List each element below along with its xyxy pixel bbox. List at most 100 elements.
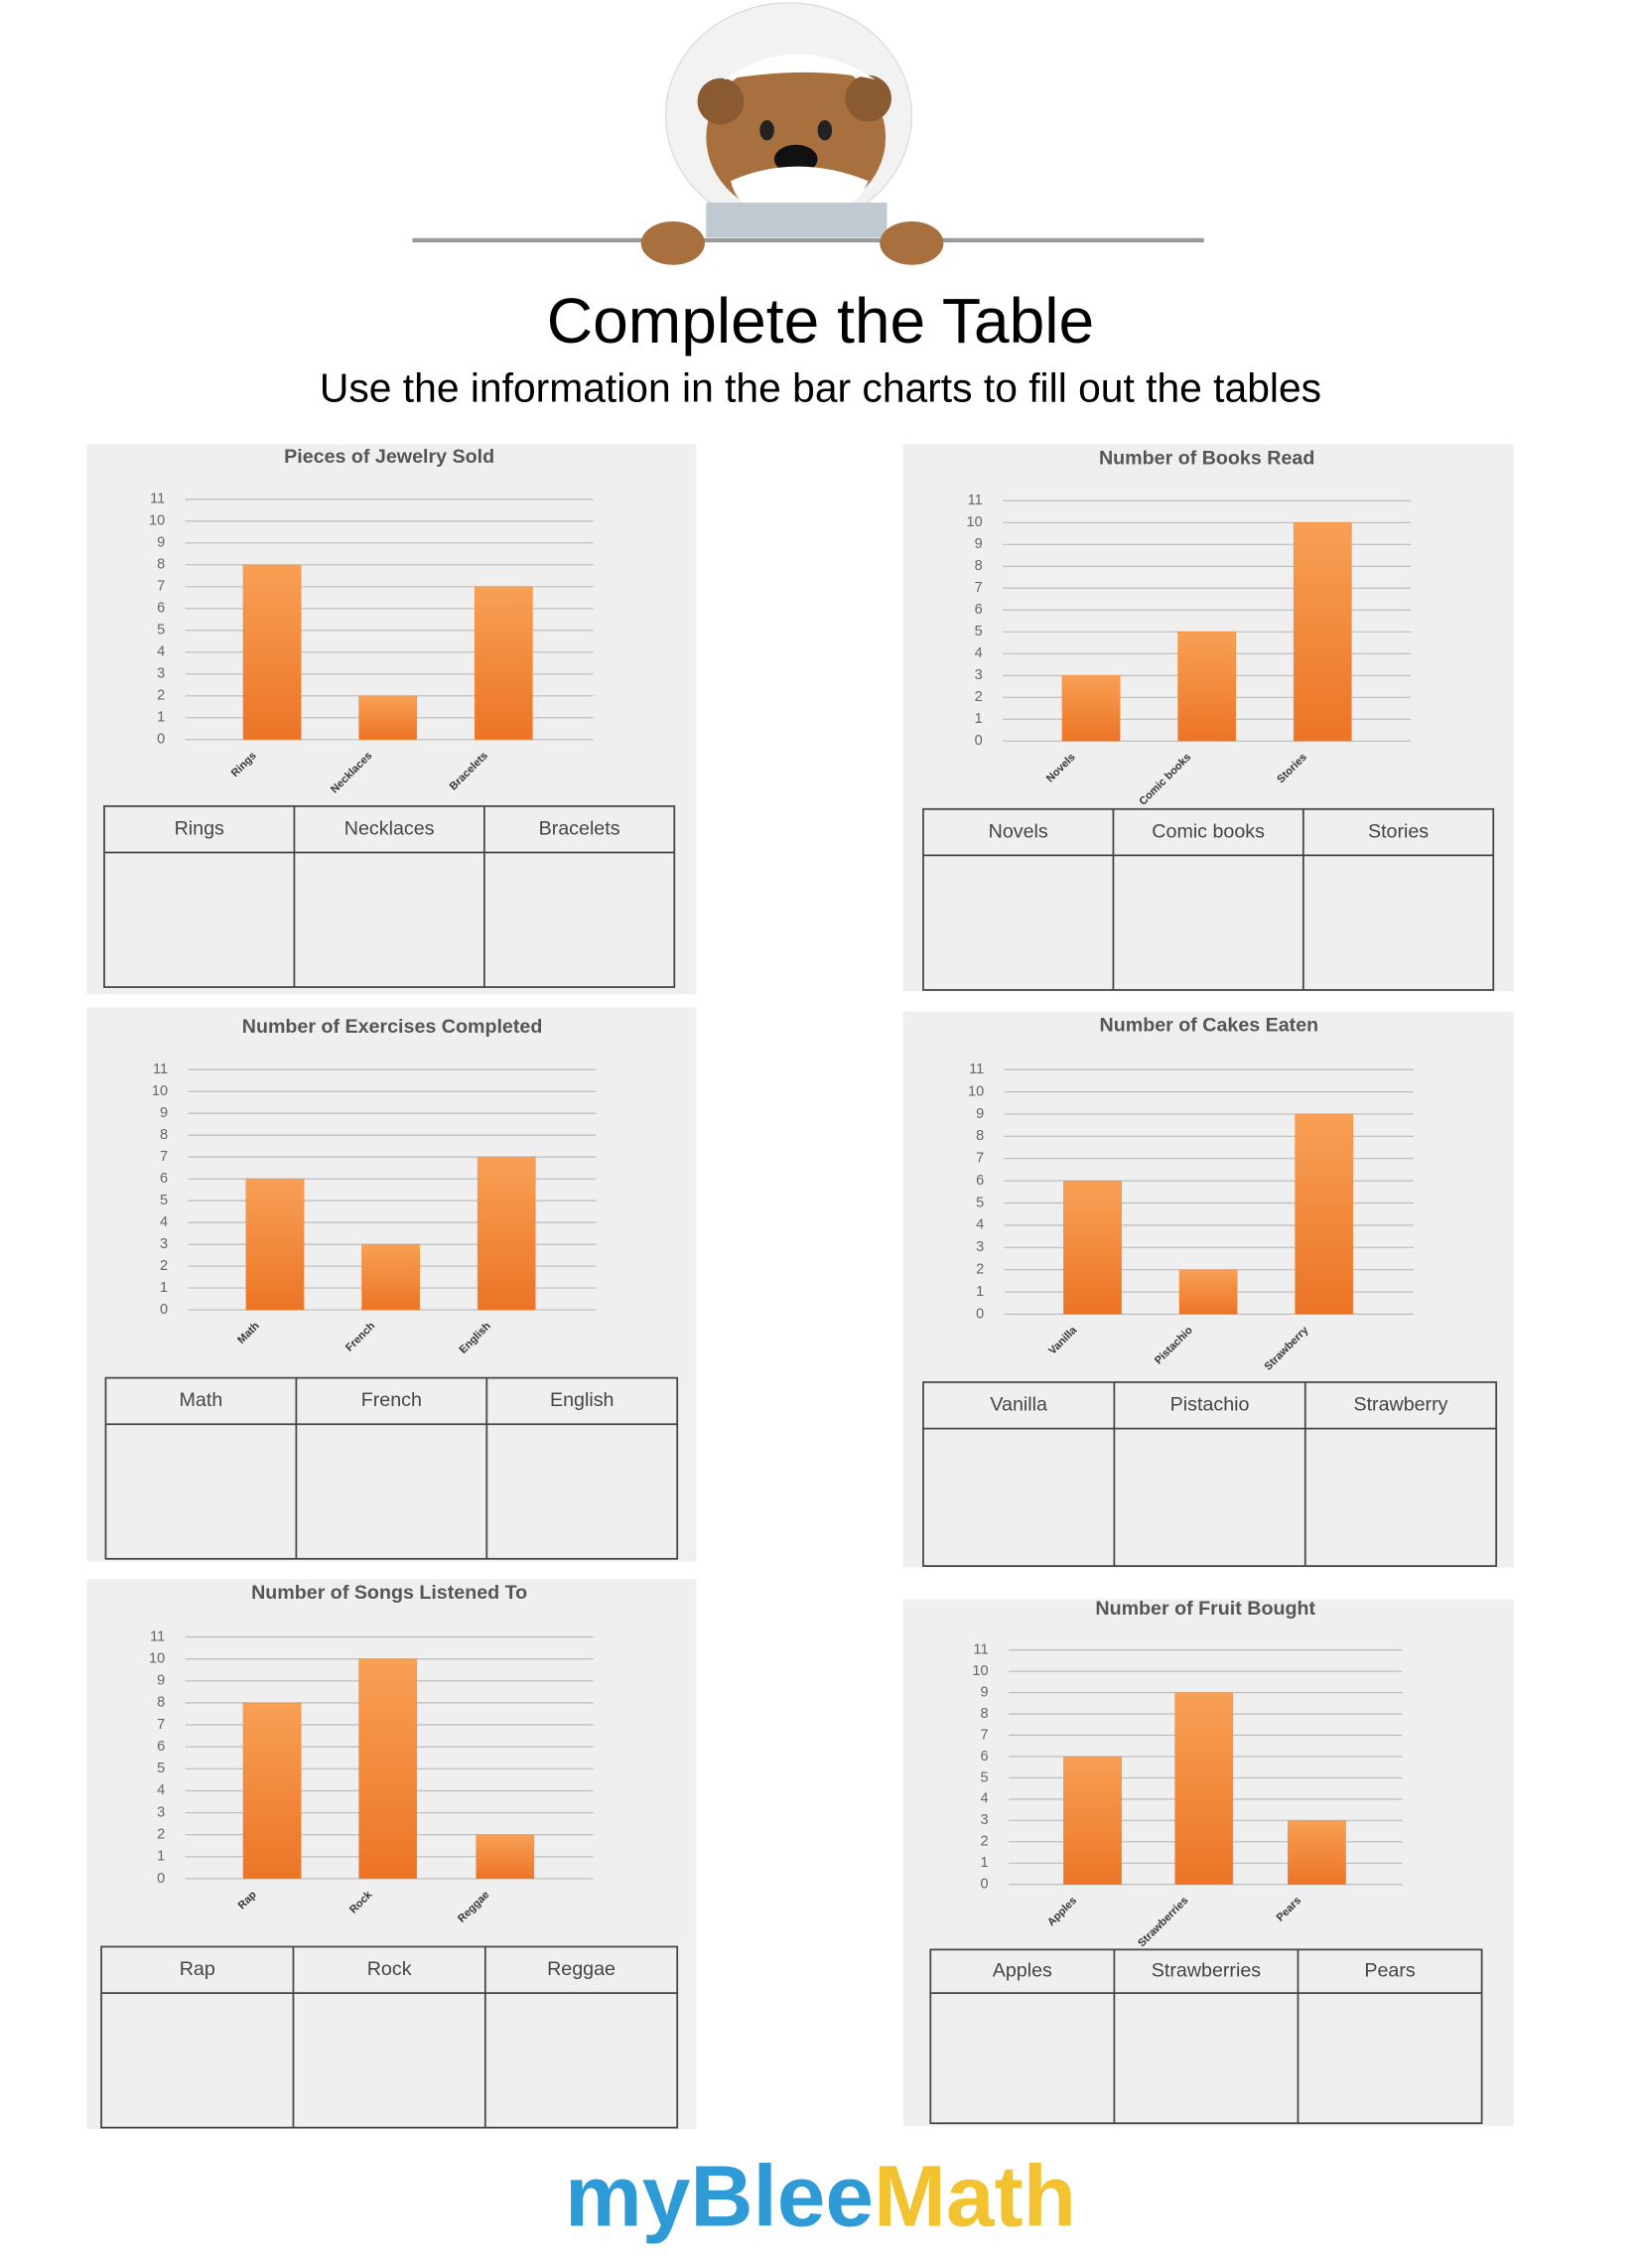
y-tick-label: 9 xyxy=(157,1673,165,1689)
y-tick-label: 7 xyxy=(157,1717,165,1733)
bar xyxy=(358,695,418,741)
chart-title: Number of Fruit Bought xyxy=(1095,1598,1315,1620)
y-tick-label: 5 xyxy=(976,1195,984,1210)
y-tick-label: 11 xyxy=(973,1641,988,1657)
subtitle: Use the information in the bar charts to… xyxy=(320,364,1321,410)
table-header: Apples xyxy=(993,1959,1052,1981)
y-tick-label: 0 xyxy=(157,732,165,748)
table-header: Comic books xyxy=(1152,820,1265,842)
y-tick-label: 10 xyxy=(972,1663,988,1679)
y-tick-label: 3 xyxy=(976,1239,984,1255)
bar xyxy=(242,1702,302,1880)
y-tick-label: 5 xyxy=(157,1761,165,1776)
y-tick-label: 2 xyxy=(160,1258,168,1274)
y-tick-label: 6 xyxy=(980,1749,988,1765)
table-header: Strawberry xyxy=(1353,1393,1447,1415)
table-header: Bracelets xyxy=(539,817,620,839)
bar xyxy=(242,564,302,741)
table-header: Vanilla xyxy=(990,1393,1047,1415)
y-tick-label: 1 xyxy=(157,1849,165,1865)
y-tick-label: 9 xyxy=(160,1105,168,1121)
y-tick-label: 3 xyxy=(980,1812,988,1828)
y-tick-label: 10 xyxy=(149,1650,165,1666)
y-tick-label: 2 xyxy=(157,688,165,704)
bar xyxy=(474,586,533,741)
table-header: French xyxy=(361,1389,422,1411)
y-tick-label: 9 xyxy=(976,1106,984,1122)
y-tick-label: 7 xyxy=(980,1727,988,1743)
table-header: Reggae xyxy=(547,1958,615,1980)
y-tick-label: 10 xyxy=(967,514,983,530)
chart-title: Number of Cakes Eaten xyxy=(1100,1015,1319,1037)
logo: myBleeMath xyxy=(565,2148,1076,2245)
table-header: Strawberries xyxy=(1152,1959,1261,1981)
y-tick-label: 7 xyxy=(160,1149,168,1165)
table-header: Rings xyxy=(175,817,224,839)
y-tick-label: 9 xyxy=(157,535,165,551)
y-tick-label: 11 xyxy=(150,492,165,507)
y-tick-label: 0 xyxy=(980,1877,988,1893)
y-tick-label: 3 xyxy=(157,1804,165,1820)
y-tick-label: 4 xyxy=(980,1791,988,1807)
table-header: Rock xyxy=(367,1958,412,1980)
bar xyxy=(1174,1692,1234,1885)
y-tick-label: 11 xyxy=(969,1062,984,1077)
y-tick-label: 2 xyxy=(976,1262,984,1278)
y-tick-label: 0 xyxy=(157,1871,165,1887)
y-tick-label: 7 xyxy=(157,579,165,595)
y-tick-label: 6 xyxy=(157,1739,165,1755)
y-tick-label: 9 xyxy=(980,1684,988,1700)
y-tick-label: 3 xyxy=(975,667,983,683)
table-header: Pistachio xyxy=(1170,1393,1250,1415)
y-tick-label: 1 xyxy=(976,1284,984,1300)
y-tick-label: 4 xyxy=(157,1782,165,1798)
y-tick-label: 8 xyxy=(975,558,983,574)
table-border xyxy=(100,1945,679,2129)
y-tick-label: 8 xyxy=(157,557,165,573)
y-tick-label: 3 xyxy=(160,1236,168,1252)
bar xyxy=(1178,1269,1238,1315)
table-header: Novels xyxy=(989,820,1048,842)
chart-title: Number of Books Read xyxy=(1099,447,1314,469)
bar xyxy=(1061,675,1121,742)
bar xyxy=(1295,1113,1354,1315)
logo-subject: Math xyxy=(874,2148,1076,2245)
y-tick-label: 11 xyxy=(150,1629,165,1644)
y-tick-label: 5 xyxy=(157,623,165,638)
table-header: Rap xyxy=(180,1958,215,1980)
y-tick-label: 1 xyxy=(980,1855,988,1871)
y-tick-label: 10 xyxy=(152,1083,168,1099)
y-tick-label: 0 xyxy=(975,733,983,749)
bar xyxy=(1063,1756,1122,1885)
y-tick-label: 6 xyxy=(975,602,983,618)
chart-title: Number of Songs Listened To xyxy=(251,1582,527,1604)
bar xyxy=(477,1156,536,1311)
bar xyxy=(361,1243,420,1311)
table-header: Math xyxy=(180,1389,223,1411)
y-tick-label: 10 xyxy=(968,1083,984,1099)
y-tick-label: 4 xyxy=(157,644,165,660)
y-tick-label: 5 xyxy=(975,624,983,639)
y-tick-label: 8 xyxy=(980,1706,988,1722)
table-header: English xyxy=(550,1389,614,1411)
bar xyxy=(1177,632,1237,742)
bar xyxy=(1288,1820,1346,1885)
table-border xyxy=(922,807,1495,991)
bar xyxy=(245,1178,305,1311)
bar xyxy=(476,1834,535,1880)
bar xyxy=(1063,1180,1122,1315)
y-tick-label: 4 xyxy=(160,1214,168,1230)
y-tick-label: 0 xyxy=(976,1306,984,1322)
y-tick-label: 2 xyxy=(157,1827,165,1843)
y-tick-label: 1 xyxy=(975,711,983,727)
table-border xyxy=(103,804,676,988)
bar xyxy=(1293,522,1352,742)
y-tick-label: 8 xyxy=(157,1695,165,1711)
chart-title: Number of Exercises Completed xyxy=(242,1016,543,1038)
table-header: Stories xyxy=(1368,820,1429,842)
y-tick-label: 8 xyxy=(160,1127,168,1143)
y-tick-label: 7 xyxy=(975,580,983,596)
y-tick-label: 4 xyxy=(975,645,983,661)
